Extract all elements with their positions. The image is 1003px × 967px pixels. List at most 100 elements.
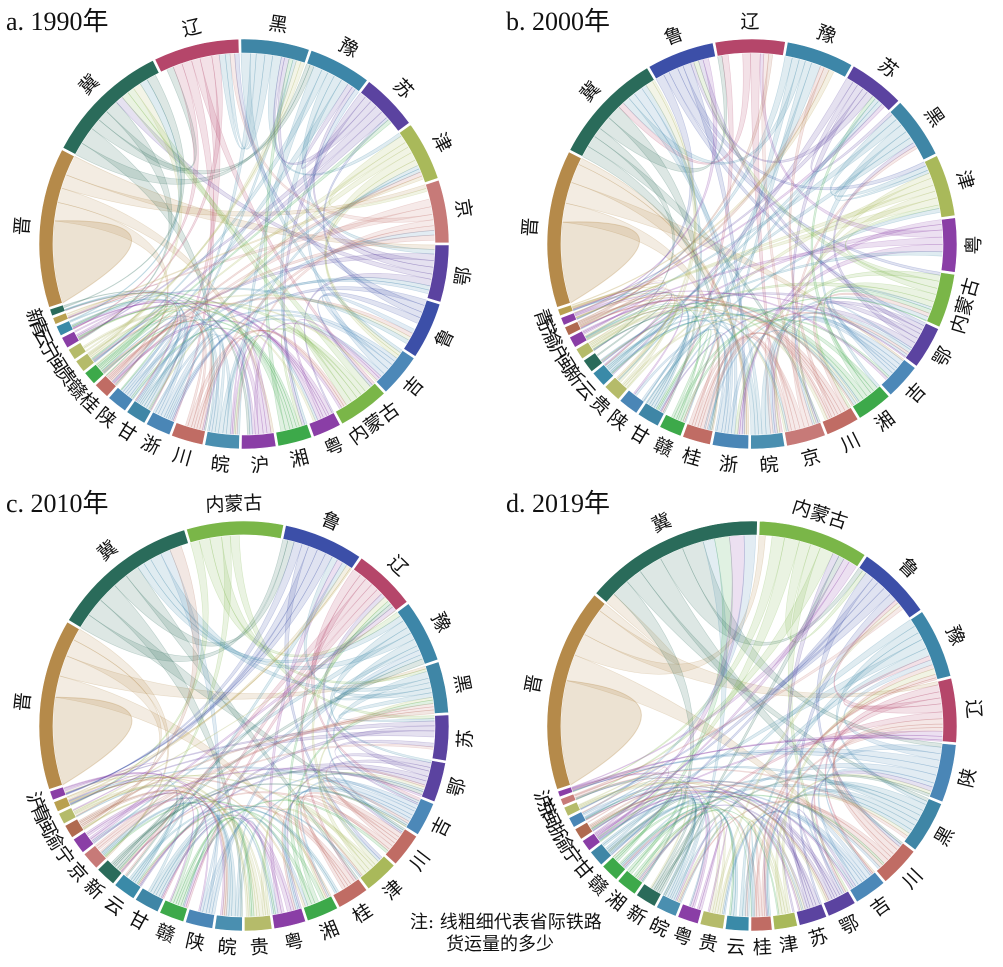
region-arc-桂 (750, 915, 773, 932)
region-label-皖: 皖 (217, 936, 238, 959)
region-label-豫: 豫 (941, 623, 969, 649)
region-arc-津 (923, 155, 956, 218)
region-label-鲁: 鲁 (431, 325, 459, 352)
region-arc-冀 (569, 67, 655, 157)
region-arc-沪 (557, 786, 574, 798)
region-arc-晋 (38, 149, 75, 308)
region-arc-陕 (108, 387, 134, 412)
region-arc-鲁 (858, 555, 922, 619)
region-label-冀: 冀 (93, 536, 122, 565)
region-label-苏: 苏 (388, 74, 417, 103)
region-label-吉: 吉 (427, 814, 455, 841)
region-arc-黑 (889, 101, 937, 161)
region-label-云: 云 (100, 891, 128, 920)
region-arc-浙 (568, 811, 587, 828)
region-label-陕: 陕 (955, 766, 981, 790)
region-arc-闽 (563, 801, 581, 817)
note-line-1: 注: 线粗细代表省际铁路 (410, 912, 602, 933)
region-label-吉: 吉 (867, 892, 895, 921)
region-label-鲁: 鲁 (894, 554, 923, 583)
region-arc-粤 (271, 907, 307, 930)
region-arc-黑 (424, 661, 449, 714)
region-arc-青 (557, 304, 574, 317)
region-arc-津 (359, 855, 395, 890)
region-arc-云 (114, 873, 142, 900)
region-arc-陕 (185, 908, 215, 929)
region-label-桂: 桂 (349, 899, 377, 928)
region-arc-辽 (353, 557, 408, 611)
region-arc-辽 (714, 38, 786, 57)
panel-title: d. 2019年 (506, 489, 610, 518)
region-label-川: 川 (898, 865, 927, 894)
ribbons (560, 52, 944, 436)
region-label-湘: 湘 (316, 917, 342, 945)
region-label-皖: 皖 (759, 454, 780, 477)
region-arc-宁 (61, 330, 80, 349)
region-arc-豫 (910, 611, 952, 680)
region-arc-甘 (126, 400, 152, 424)
region-arc-鲁 (648, 42, 716, 80)
region-arc-川 (171, 422, 206, 446)
region-label-黑: 黑 (920, 103, 949, 131)
region-arc-川 (384, 828, 418, 865)
region-label-苏: 苏 (806, 925, 831, 952)
region-label-豫: 豫 (426, 609, 454, 636)
region-arc-浙 (711, 431, 750, 450)
region-label-内蒙古: 内蒙古 (205, 492, 263, 517)
region-arc-沪 (569, 330, 588, 348)
region-label-川: 川 (837, 429, 864, 457)
region-arc-京 (784, 421, 826, 447)
region-arc-吉 (880, 359, 916, 396)
region-arc-吉 (375, 350, 415, 393)
region-arc-贵 (699, 910, 726, 930)
region-label-黑: 黑 (267, 12, 289, 37)
region-label-湘: 湘 (601, 887, 630, 916)
panel-title: c. 2010年 (6, 489, 109, 518)
region-arc-青 (52, 312, 69, 325)
region-label-桂: 桂 (752, 936, 772, 959)
region-label-桂: 桂 (679, 444, 703, 470)
region-arc-吉 (405, 798, 435, 836)
region-arc-新 (636, 883, 662, 907)
region-label-冀: 冀 (75, 70, 104, 99)
region-arc-川 (821, 407, 859, 436)
region-arc-陕 (929, 743, 957, 803)
region-arc-渝 (574, 821, 594, 840)
region-label-晋: 晋 (521, 673, 546, 696)
region-arc-皖 (656, 894, 682, 917)
region-arc-苏 (431, 714, 450, 762)
region-label-豫: 豫 (335, 34, 362, 62)
region-arc-桂 (332, 878, 368, 908)
region-label-辽: 辽 (180, 15, 204, 41)
region-arc-辽 (154, 38, 240, 73)
region-label-浙: 浙 (718, 453, 739, 477)
region-arc-吉 (849, 871, 885, 903)
region-arc-湘 (275, 423, 313, 447)
region-label-赣: 赣 (650, 434, 676, 462)
region-label-晋: 晋 (11, 215, 34, 236)
region-label-沪: 沪 (250, 454, 271, 477)
region-label-鄂: 鄂 (836, 911, 863, 939)
region-arc-豫 (784, 41, 853, 78)
region-label-川: 川 (406, 847, 435, 875)
region-arc-赣 (159, 899, 188, 923)
region-arc-粤 (677, 903, 702, 925)
ribbons (560, 534, 944, 918)
region-label-苏: 苏 (874, 54, 903, 83)
region-arc-鲁 (282, 524, 361, 569)
region-label-鲁: 鲁 (318, 508, 344, 536)
region-arc-云 (592, 364, 615, 386)
region-label-浙: 浙 (137, 431, 164, 459)
region-label-津: 津 (778, 933, 800, 958)
region-arc-津 (772, 911, 798, 931)
region-label-冀: 冀 (576, 77, 605, 106)
region-arc-鲁 (403, 299, 441, 357)
region-arc-新 (97, 859, 123, 885)
region-arc-浙 (145, 411, 175, 436)
region-label-冀: 冀 (648, 509, 674, 537)
region-arc-甘 (637, 402, 665, 427)
region-arc-川 (876, 842, 915, 882)
region-arc-皖 (204, 431, 240, 450)
